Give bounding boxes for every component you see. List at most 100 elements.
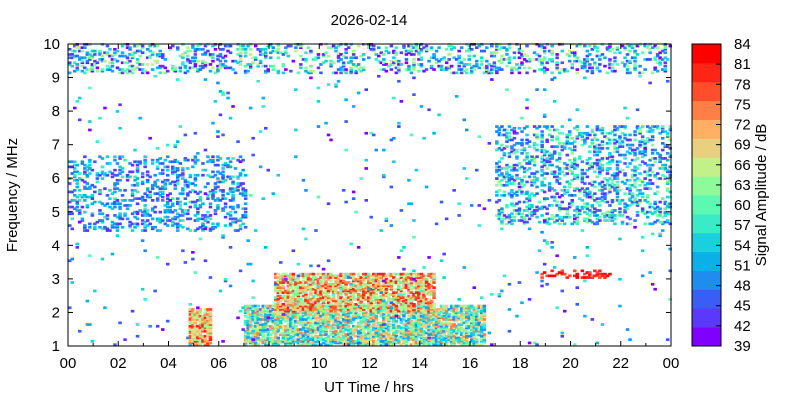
heatmap-cell [434, 326, 439, 330]
heatmap-cell [289, 281, 293, 284]
heatmap-cell [454, 306, 459, 310]
heatmap-cell [414, 308, 419, 311]
heatmap-cell [362, 296, 366, 299]
heatmap-cell [547, 189, 552, 192]
heatmap-cell [467, 331, 471, 335]
heatmap-cell [354, 277, 358, 281]
heatmap-cell [311, 331, 316, 335]
heatmap-cell [256, 328, 260, 331]
heatmap-cell [412, 341, 416, 345]
heatmap-cell [339, 306, 343, 310]
heatmap-cell [264, 336, 268, 340]
heatmap-cell [422, 314, 426, 318]
heatmap-cell [412, 324, 416, 328]
heatmap-cell [73, 163, 77, 167]
heatmap-cell [362, 340, 366, 343]
heatmap-cell [206, 326, 210, 330]
heatmap-cell [75, 205, 79, 209]
heatmap-cell [208, 323, 213, 326]
heatmap-cell [512, 192, 517, 195]
heatmap-cell [258, 59, 263, 63]
heatmap-cell [181, 187, 185, 190]
heatmap-cell [613, 125, 617, 128]
heatmap-cell [429, 341, 434, 345]
heatmap-cell [470, 331, 474, 335]
heatmap-cell [608, 167, 612, 170]
heatmap-cell [447, 314, 451, 318]
heatmap-cell [384, 328, 389, 331]
heatmap-cell [369, 309, 373, 313]
heatmap-cell [143, 204, 147, 207]
heatmap-cell [238, 44, 243, 48]
heatmap-cell [301, 289, 306, 293]
heatmap-cell [643, 140, 647, 143]
heatmap-cell [437, 324, 441, 328]
heatmap-cell [417, 299, 421, 303]
heatmap-cell [598, 172, 602, 175]
heatmap-cell [588, 145, 592, 148]
heatmap-cell [133, 51, 137, 55]
heatmap-cell [198, 341, 203, 345]
heatmap-cell [372, 294, 376, 298]
heatmap-cell [326, 277, 331, 281]
heatmap-cell [309, 338, 313, 341]
heatmap-cell [377, 289, 381, 293]
heatmap-cell [392, 318, 396, 321]
heatmap-cell [223, 163, 228, 167]
heatmap-cell [98, 192, 102, 195]
heatmap-cell [150, 162, 155, 165]
heatmap-cell [346, 309, 351, 313]
heatmap-cell [568, 158, 572, 162]
heatmap-cell [128, 225, 132, 229]
heatmap-cell [314, 308, 318, 311]
heatmap-cell [605, 219, 610, 222]
heatmap-cell [359, 341, 363, 345]
heatmap-cell [73, 61, 77, 65]
heatmap-cell [321, 329, 326, 333]
heatmap-cell [211, 189, 215, 192]
heatmap-cell [356, 298, 361, 301]
heatmap-cell [439, 308, 444, 311]
heatmap-cell [226, 175, 230, 179]
heatmap-cell [429, 329, 434, 333]
heatmap-cell [231, 217, 235, 221]
heatmap-cell [271, 46, 275, 49]
heatmap-cell [382, 284, 386, 288]
heatmap-cell [432, 286, 436, 289]
heatmap-cell [188, 318, 193, 321]
heatmap-cell [449, 306, 454, 310]
heatmap-cell [319, 306, 323, 310]
heatmap-cell [341, 304, 346, 308]
heatmap-cell [196, 173, 200, 177]
heatmap-cell [397, 329, 401, 333]
heatmap-cell [311, 326, 316, 330]
heatmap-cell [183, 51, 188, 55]
heatmap-cell [309, 279, 313, 283]
heatmap-cell [281, 306, 286, 310]
heatmap-cell [397, 336, 401, 340]
heatmap-cell [326, 298, 331, 301]
heatmap-cell [284, 336, 288, 340]
heatmap-cell [525, 125, 529, 128]
heatmap-cell [181, 192, 185, 195]
heatmap-cell [359, 308, 363, 311]
heatmap-cell [216, 185, 220, 189]
heatmap-cell [429, 299, 434, 303]
heatmap-cell [161, 56, 165, 60]
heatmap-cell [316, 321, 321, 325]
heatmap-cell [369, 284, 373, 288]
heatmap-cell [176, 225, 180, 229]
heatmap-cell [289, 318, 293, 321]
heatmap-cell [294, 321, 298, 325]
heatmap-cell [510, 145, 514, 148]
heatmap-cell [243, 334, 248, 338]
heatmap-cell [625, 204, 630, 207]
heatmap-cell [397, 338, 401, 341]
heatmap-cell [281, 331, 286, 335]
heatmap-cell [542, 162, 547, 165]
heatmap-cell [595, 220, 600, 224]
heatmap-cell [530, 214, 534, 217]
heatmap-cell [103, 227, 107, 231]
heatmap-cell [364, 338, 368, 341]
heatmap-cell [321, 341, 326, 345]
